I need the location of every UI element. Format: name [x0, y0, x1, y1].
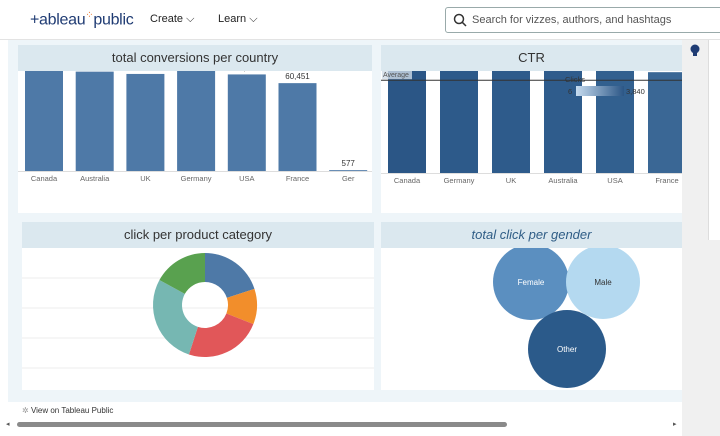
bubble-label: Other — [557, 345, 577, 354]
legend-color-ramp — [576, 86, 624, 96]
category-label: France — [286, 174, 309, 183]
nav-create[interactable]: Create ⌵ — [150, 13, 195, 25]
bubble-other — [528, 310, 606, 388]
bar — [177, 71, 216, 171]
conversions-chart[interactable]: 76,372Canada68,373Australia66,781UK72,04… — [18, 71, 372, 213]
lightbulb-icon[interactable] — [689, 44, 701, 58]
donut-slice — [205, 253, 255, 298]
bar — [388, 71, 426, 173]
bar — [440, 71, 478, 173]
category-label: USA — [239, 174, 254, 183]
search-icon — [453, 13, 467, 27]
donut-slice — [153, 279, 198, 355]
category-donut-chart[interactable] — [22, 248, 374, 390]
ctr-panel: CTR 4,225Canada4,125Germany4,116UK4,098A… — [381, 45, 682, 213]
bar — [648, 72, 682, 173]
footer-bar: ✲ View on Tableau Public — [8, 402, 682, 436]
category-label: UK — [506, 176, 516, 185]
bar — [25, 71, 63, 171]
donut-slice — [188, 313, 254, 357]
top-header: +ableau⁘public Create ⌵ Learn ⌵ Search f… — [0, 0, 720, 40]
bar — [75, 71, 114, 171]
bar — [492, 71, 530, 174]
category-label: Ger — [342, 174, 355, 183]
chart-title: click per product category — [22, 222, 374, 248]
category-label: Germany — [181, 174, 212, 183]
chart-title: CTR — [381, 45, 682, 71]
donut-slice — [159, 253, 205, 294]
category-label: France — [655, 176, 678, 185]
bar — [329, 170, 368, 171]
data-label: 66,447 — [235, 71, 260, 72]
tableau-public-logo[interactable]: +ableau⁘public — [30, 10, 134, 29]
chart-title: total click per gender — [381, 222, 682, 248]
legend-title: Clicks — [565, 75, 585, 84]
bubble-label: Male — [594, 278, 612, 287]
average-label: Average — [383, 72, 409, 79]
legend-min: 6 — [568, 87, 572, 96]
horizontal-scrollbar[interactable] — [17, 422, 507, 427]
nav-learn[interactable]: Learn ⌵ — [218, 13, 258, 25]
search-placeholder: Search for vizzes, authors, and hashtags — [472, 14, 672, 26]
category-label: UK — [140, 174, 150, 183]
conversions-panel: total conversions per country 76,372Cana… — [18, 45, 372, 213]
gender-panel: total click per gender Female Male Other — [381, 222, 682, 390]
search-input[interactable]: Search for vizzes, authors, and hashtags — [445, 7, 720, 33]
tableau-icon: ✲ — [22, 406, 31, 415]
legend-max: 3,840 — [626, 87, 645, 96]
scroll-right-icon[interactable]: ▸ — [673, 421, 677, 428]
data-label: 66,781 — [133, 71, 158, 72]
bar — [227, 74, 266, 171]
scroll-left-icon[interactable]: ◂ — [6, 421, 10, 428]
side-panel — [708, 40, 720, 240]
chart-title: total conversions per country — [18, 45, 372, 71]
bar — [126, 73, 165, 171]
bubble-label: Female — [518, 278, 545, 287]
view-link-label: View on Tableau Public — [30, 406, 114, 415]
ctr-chart[interactable]: 4,225Canada4,125Germany4,116UK4,098Austr… — [381, 71, 682, 213]
data-label: 60,451 — [285, 72, 310, 81]
dashboard: total conversions per country 76,372Cana… — [8, 40, 682, 402]
average-label-bg — [382, 71, 412, 80]
category-label: Canada — [394, 176, 421, 185]
data-label: 577 — [342, 159, 356, 168]
category-label: Australia — [80, 174, 110, 183]
category-panel: click per product category — [22, 222, 374, 390]
bubble-female — [493, 248, 569, 320]
category-label: Germany — [444, 176, 475, 185]
bar — [278, 83, 317, 171]
category-label: Canada — [31, 174, 58, 183]
category-label: USA — [607, 176, 622, 185]
category-label: Australia — [548, 176, 578, 185]
view-on-tableau-link[interactable]: ✲ View on Tableau Public — [22, 406, 113, 415]
gender-bubble-chart[interactable]: Female Male Other — [381, 248, 682, 390]
donut-slice — [226, 288, 257, 325]
bubble-male — [566, 248, 640, 319]
bar — [544, 71, 582, 173]
